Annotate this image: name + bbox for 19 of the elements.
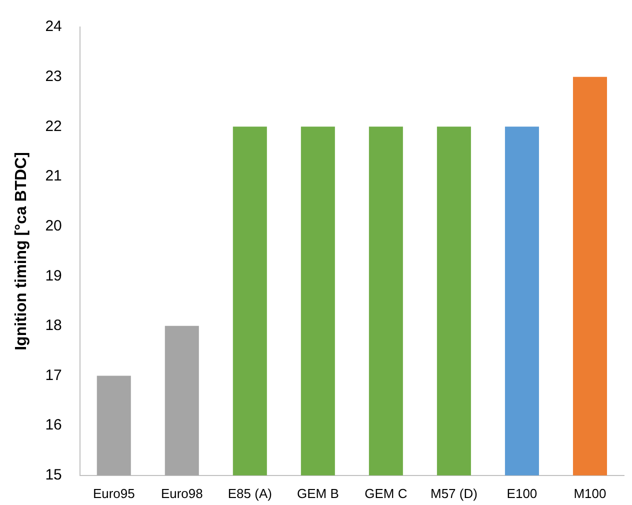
x-tick-label: Euro98 bbox=[160, 486, 203, 501]
y-tick-label: 16 bbox=[45, 416, 62, 434]
y-tick-label: 19 bbox=[45, 267, 62, 284]
x-tick-label: GEM B bbox=[296, 486, 339, 501]
y-tick-label: 20 bbox=[45, 217, 62, 234]
y-axis-title: Ignition timing [°ca BTDC] bbox=[13, 152, 30, 350]
y-tick-label: 21 bbox=[45, 168, 62, 185]
y-tick-label: 23 bbox=[45, 68, 62, 85]
x-tick-label: GEM C bbox=[364, 486, 408, 501]
y-tick-label: 24 bbox=[45, 18, 62, 36]
x-tick-label: Euro95 bbox=[92, 486, 135, 501]
y-tick-label: 15 bbox=[45, 466, 62, 484]
y-tick-label: 18 bbox=[45, 317, 62, 334]
x-tick-label: E100 bbox=[506, 486, 538, 501]
x-tick-label: E85 (A) bbox=[228, 486, 272, 501]
y-tick-label: 22 bbox=[45, 118, 62, 135]
x-tick-label: M100 bbox=[574, 486, 606, 501]
y-tick-label: 17 bbox=[45, 366, 62, 384]
x-tick-label: M57 (D) bbox=[430, 486, 478, 501]
